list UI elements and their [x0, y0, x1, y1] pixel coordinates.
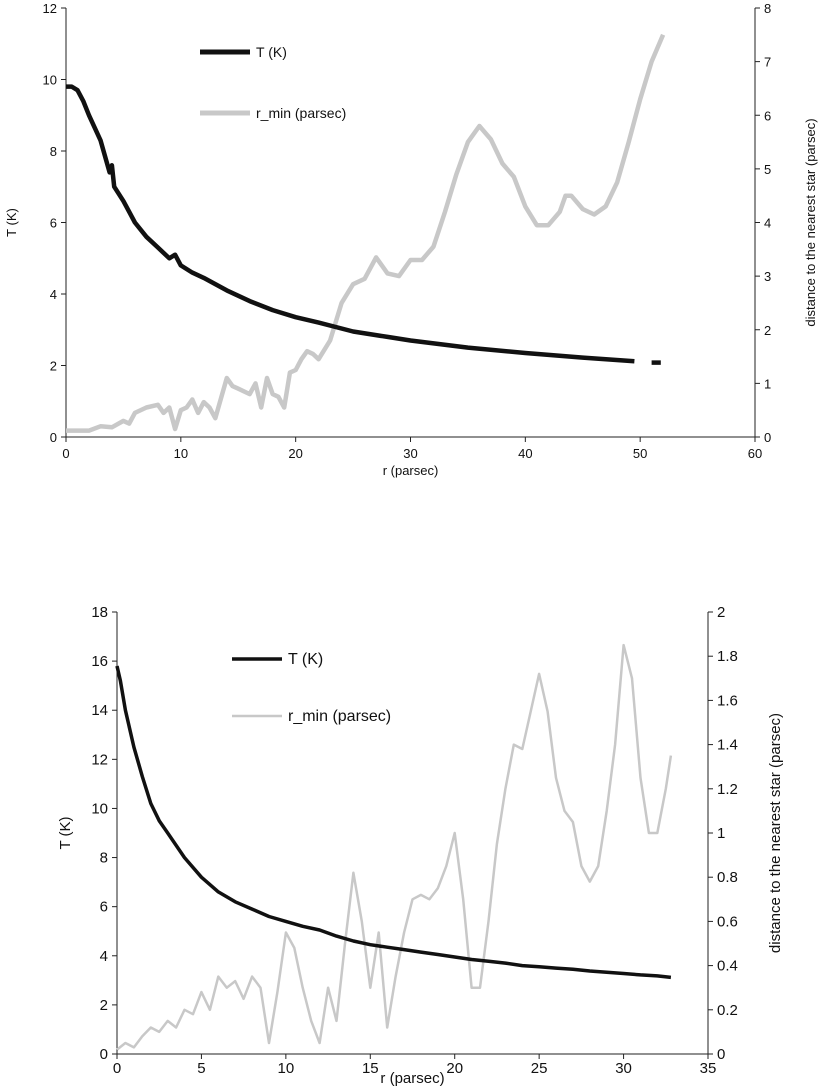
- y-tick-label: 4: [50, 287, 57, 302]
- y-tick-label: 4: [100, 948, 108, 965]
- series-line-rmin: [116, 643, 673, 1051]
- x-tick-label: 20: [446, 1060, 463, 1077]
- x-tick-label: 0: [62, 446, 69, 461]
- y2-tick-label: 2: [764, 323, 771, 338]
- x-tick-label: 30: [403, 446, 417, 461]
- y-tick-label: 18: [91, 604, 108, 621]
- y2-tick-label: 0: [764, 430, 771, 445]
- y2-tick-label: 1.6: [717, 692, 738, 709]
- y2-tick-label: 3: [764, 269, 771, 284]
- y2-tick-label: 6: [764, 108, 771, 123]
- y-tick-label: 6: [50, 216, 57, 231]
- legend-label: T (K): [288, 651, 323, 668]
- x-tick-label: 10: [174, 446, 188, 461]
- legend-label: r_min (parsec): [288, 708, 391, 725]
- series-line-temperature: [115, 665, 672, 980]
- x-tick-label: 35: [700, 1060, 717, 1077]
- x-tick-label: 25: [531, 1060, 548, 1077]
- y-axis-label: T (K): [4, 208, 19, 237]
- y2-tick-label: 2: [717, 604, 725, 621]
- y2-tick-label: 0.2: [717, 1002, 738, 1019]
- y-tick-label: 14: [91, 702, 108, 719]
- y2-tick-label: 8: [764, 1, 771, 16]
- y-tick-label: 12: [43, 1, 57, 16]
- chart-bottom: 0 5 10 15 20 25 30 3502468101214161800.20.40.60…: [57, 604, 784, 1087]
- y2-tick-label: 1: [717, 825, 725, 842]
- y2-tick-label: 5: [764, 162, 771, 177]
- y-axis-label: T (K): [57, 816, 74, 849]
- y2-tick-label: 0.6: [717, 913, 738, 930]
- y2-tick-label: 1.2: [717, 781, 738, 798]
- legend-label: r_min (parsec): [256, 105, 346, 121]
- y-tick-label: 8: [50, 144, 57, 159]
- y-tick-label: 10: [91, 800, 108, 817]
- x-tick-label: 40: [518, 446, 532, 461]
- y2-tick-label: 1: [764, 376, 771, 391]
- y-tick-label: 2: [100, 997, 108, 1014]
- y2-tick-label: 7: [764, 55, 771, 70]
- x-axis-label: r (parsec): [383, 463, 439, 478]
- series-line-rmin: [66, 33, 666, 433]
- y2-axis-label: distance to the nearest star (parsec): [767, 713, 784, 953]
- y-tick-label: 0: [100, 1046, 108, 1063]
- x-tick-label: 50: [633, 446, 647, 461]
- legend-label: T (K): [256, 44, 287, 60]
- x-axis-label: r (parsec): [380, 1070, 444, 1087]
- y-tick-label: 12: [91, 751, 108, 768]
- x-tick-label: 0: [113, 1060, 121, 1077]
- y2-tick-label: 1.8: [717, 648, 738, 665]
- y2-tick-label: 1.4: [717, 737, 738, 754]
- x-tick-label: 10: [278, 1060, 295, 1077]
- y-tick-label: 2: [50, 359, 57, 374]
- y-tick-label: 6: [100, 899, 108, 916]
- x-tick-label: 15: [362, 1060, 379, 1077]
- y2-tick-label: 0.8: [717, 869, 738, 886]
- x-tick-label: 30: [615, 1060, 632, 1077]
- y-tick-label: 0: [50, 430, 57, 445]
- y2-tick-label: 4: [764, 216, 771, 231]
- x-tick-label: 20: [288, 446, 302, 461]
- y2-tick-label: 0: [717, 1046, 725, 1063]
- y2-axis-label: distance to the nearest star (parsec): [803, 118, 818, 326]
- y-tick-label: 8: [100, 850, 108, 867]
- y-tick-label: 10: [43, 73, 57, 88]
- y-tick-label: 16: [91, 653, 108, 670]
- series-line-temperature: [66, 84, 635, 364]
- x-tick-label: 60: [748, 446, 762, 461]
- y2-tick-label: 0.4: [717, 958, 738, 975]
- x-tick-label: 5: [197, 1060, 205, 1077]
